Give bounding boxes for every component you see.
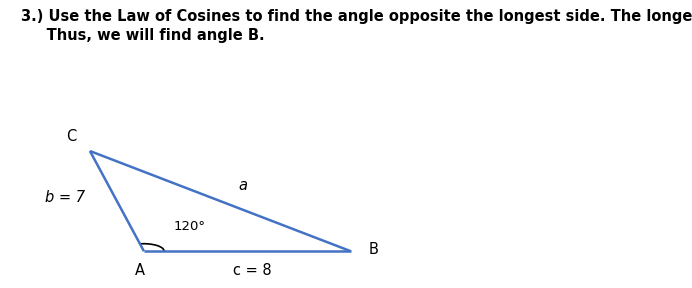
Text: C: C	[66, 129, 76, 144]
Text: c = 8: c = 8	[233, 263, 271, 278]
Text: 120°: 120°	[174, 220, 206, 233]
Text: A: A	[134, 263, 145, 278]
Text: B: B	[369, 242, 379, 257]
Text: b = 7: b = 7	[46, 190, 86, 205]
Text: 3.) Use the Law of Cosines to find the angle opposite the longest side. The long: 3.) Use the Law of Cosines to find the a…	[21, 9, 692, 43]
Text: a: a	[238, 178, 248, 193]
